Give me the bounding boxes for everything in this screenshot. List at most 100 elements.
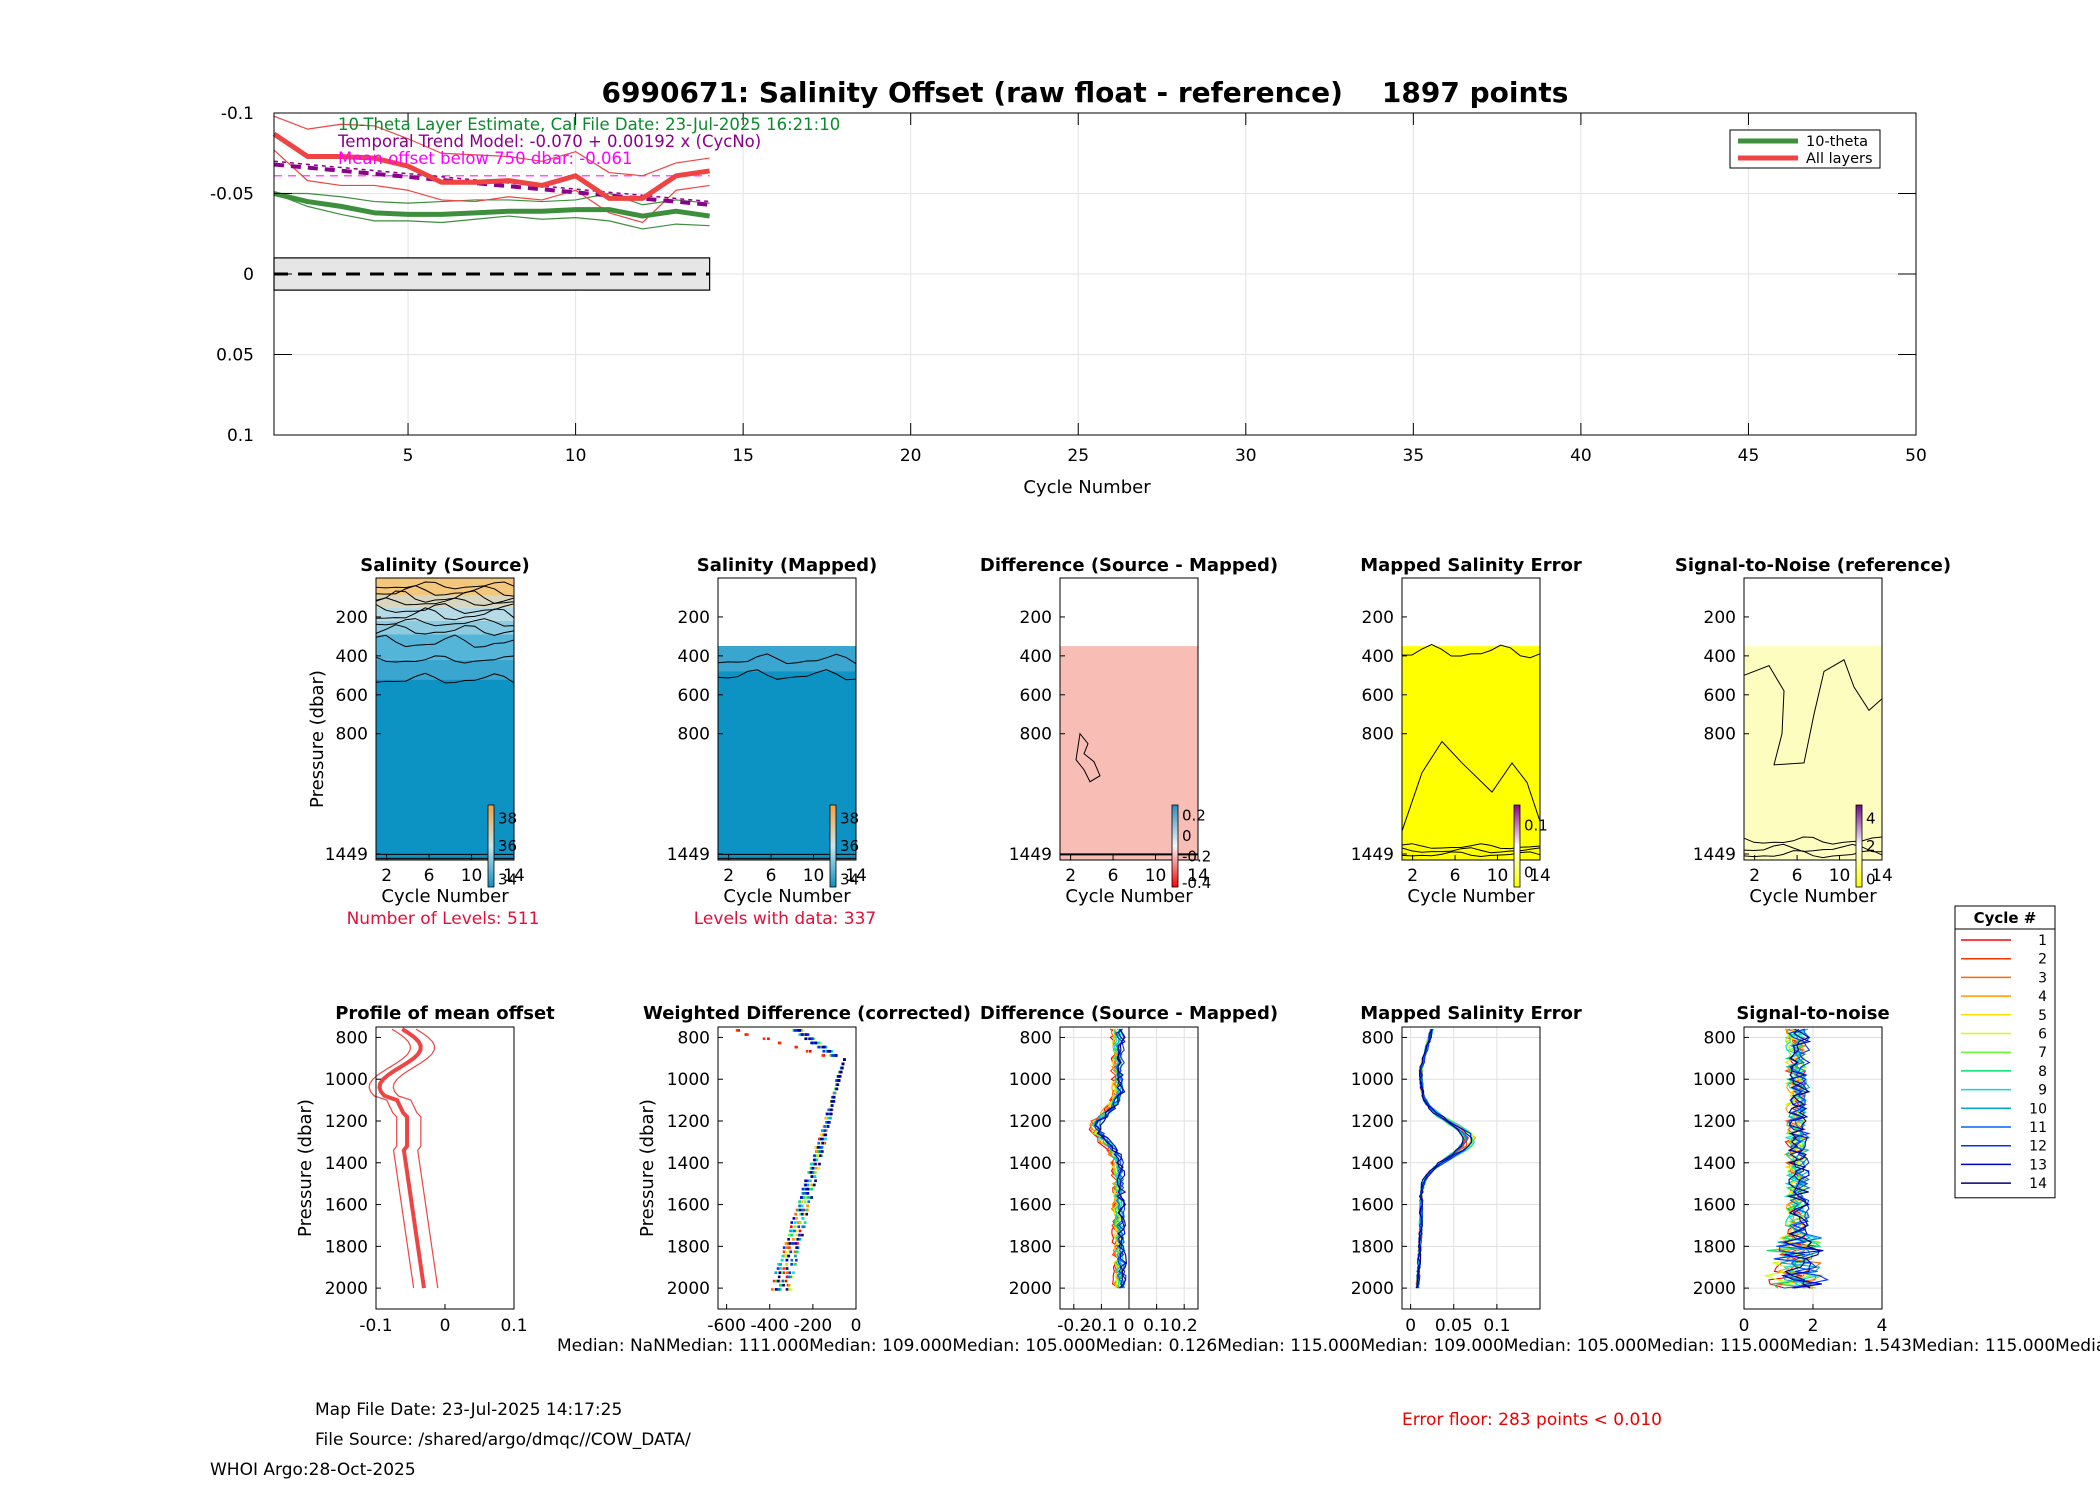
panel-title: Profile of mean offset (335, 1003, 555, 1024)
contour-line (717, 653, 857, 665)
panel-title: Signal-to-noise (1736, 1003, 1889, 1024)
y-tick-label: 600 (1362, 686, 1394, 706)
weighted-diff-point (805, 1049, 809, 1053)
weighted-diff-point (810, 1183, 814, 1187)
panel-title: Signal-to-Noise (reference) (1675, 555, 1951, 576)
x-tick-label: 10 (1829, 866, 1851, 886)
weighted-diff-point (823, 1045, 826, 1049)
weighted-diff-point (815, 1150, 819, 1153)
y-tick-label: 2000 (325, 1279, 368, 1299)
x-tick-label: 2 (1749, 866, 1760, 886)
cycle-profile-12 (1773, 1028, 1830, 1289)
y-tick-label: 1200 (1009, 1112, 1052, 1132)
weighted-diff-point (814, 1166, 818, 1170)
legend-label: 5 (2038, 1008, 2047, 1024)
y-tick-label: 1449 (1009, 845, 1052, 865)
weighted-diff-point (790, 1263, 793, 1266)
weighted-diff-point (836, 1083, 839, 1086)
weighted-diff-point (793, 1250, 797, 1254)
weighted-diff-point (794, 1029, 797, 1032)
x-tick-label: 6 (766, 866, 777, 886)
weighted-diff-point (808, 1037, 811, 1041)
contour-panel-1: Salinity (Source) 200 400 600 800 1449 2 6 10 14C… (307, 555, 539, 929)
y-tick-label: 400 (678, 647, 710, 667)
cycle-profile-8 (1766, 1029, 1822, 1289)
x-axis-label: Cycle Number (723, 886, 851, 907)
weighted-diff-point (797, 1225, 801, 1229)
x-tick-label: -200 (794, 1316, 833, 1336)
axes-frame (1401, 1026, 1541, 1310)
weighted-diff-point (798, 1237, 802, 1241)
weighted-diff-point (772, 1279, 776, 1283)
x-tick-label: 0 (440, 1316, 451, 1336)
weighted-diff-point (793, 1229, 796, 1233)
x-tick-label: 10 (565, 446, 587, 466)
weighted-diff-point (762, 1037, 766, 1041)
weighted-diff-point (793, 1254, 797, 1258)
weighted-diff-point (796, 1221, 800, 1224)
panel-title: Salinity (Mapped) (697, 555, 877, 576)
weighted-diff-point (819, 1137, 823, 1141)
cycle-profile-14 (1416, 1029, 1464, 1289)
mean-offset-upper (392, 1028, 439, 1289)
weighted-diff-point (802, 1187, 806, 1191)
x-tick-label: 0 (1739, 1316, 1750, 1336)
weighted-diff-point (819, 1133, 823, 1137)
weighted-diff-point (785, 1275, 789, 1279)
weighted-diff-point (812, 1037, 816, 1041)
weighted-diff-point (814, 1179, 817, 1183)
weighted-diff-point (806, 1183, 810, 1187)
weighted-diff-point (804, 1179, 807, 1183)
profile-panel-1: Profile of mean offset 800 1000 1200 1400 160… (295, 1003, 555, 1336)
weighted-diff-point (804, 1183, 807, 1187)
weighted-diff-point (785, 1288, 789, 1291)
colorbar-label: 2 (1866, 837, 1876, 855)
y-tick-label: 800 (1362, 1028, 1394, 1048)
y-tick-label: 0.1 (227, 426, 254, 446)
cycle-profile-14 (1097, 1028, 1127, 1289)
weighted-diff-point (816, 1041, 820, 1045)
weighted-diff-point (802, 1225, 805, 1229)
weighted-diff-point (793, 1221, 797, 1224)
weighted-diff-point (790, 1225, 793, 1229)
weighted-diff-point (810, 1187, 814, 1191)
y-tick-label: 1000 (667, 1070, 710, 1090)
legend-label: 3 (2038, 970, 2047, 986)
weighted-diff-point (798, 1033, 802, 1036)
contour-line (375, 597, 515, 607)
weighted-diff-point (779, 1263, 782, 1266)
weighted-diff-point (791, 1229, 794, 1233)
weighted-diff-point (832, 1100, 836, 1103)
weighted-diff-point (795, 1217, 798, 1220)
contour-panel-4: Mapped Salinity Error 200 400 600 800 1449 2 6 1… (1351, 555, 1582, 907)
panel-title: Weighted Difference (corrected) (643, 1003, 971, 1024)
y-tick-label: -0.1 (221, 104, 254, 124)
y-axis-label: Pressure (dbar) (637, 1099, 658, 1237)
colorbar-label: 36 (840, 837, 859, 855)
colorbar-label: 0 (1524, 864, 1534, 882)
weighted-diff-point (793, 1263, 797, 1266)
cycle-profile-11 (1416, 1028, 1469, 1289)
contour-panel-5: Signal-to-Noise (reference) 200 400 600 800 1… (1675, 555, 1951, 907)
x-tick-label: 0.1 (1143, 1316, 1170, 1336)
weighted-diff-point (810, 1162, 814, 1166)
x-tick-label: 6 (424, 866, 435, 886)
weighted-diff-point (811, 1166, 815, 1170)
x-axis-label: Cycle Number (381, 886, 509, 907)
y-tick-label: 400 (1020, 647, 1052, 667)
colorbar-label: 0 (1866, 870, 1876, 888)
axes-frame (1401, 577, 1541, 861)
y-tick-label: 200 (336, 608, 368, 628)
contour-line (375, 603, 515, 615)
weighted-diff-point (829, 1116, 832, 1120)
weighted-diff-point (795, 1229, 798, 1233)
colorbar (1513, 804, 1521, 888)
weighted-diff-point (801, 1208, 805, 1212)
weighted-diff-point (774, 1288, 778, 1291)
weighted-diff-point (833, 1091, 836, 1095)
colorbar-label: 38 (498, 810, 517, 828)
weighted-diff-point (822, 1049, 826, 1053)
x-axis-label: Cycle Number (1023, 477, 1151, 498)
axes-frame (375, 577, 515, 861)
